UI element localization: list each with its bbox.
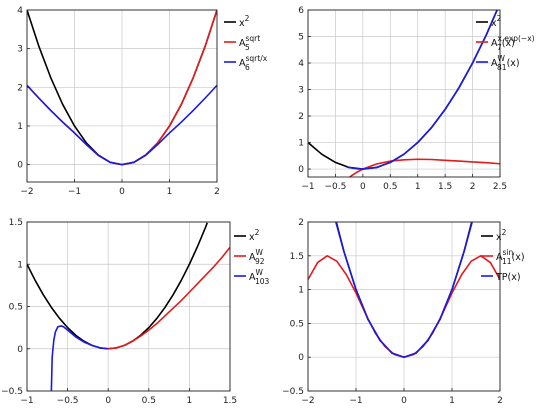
legend: x2 Asqrt 5 Asqrt/x 6: [224, 14, 268, 72]
x-tick-label: 0: [119, 187, 125, 197]
legend-entry-2: Ax.exp(−x) 7(x): [491, 34, 535, 52]
x-tick-label: −2: [20, 187, 33, 197]
y-tick-label: 1.5: [290, 252, 304, 262]
y-tick-label: 0.5: [9, 303, 23, 313]
x-tick-label: −0.5: [324, 182, 346, 192]
series-line-3: [346, 10, 498, 170]
series-line-2: [348, 158, 500, 177]
x-tick-label: 1: [449, 396, 455, 406]
x-tick-label: 2: [497, 396, 503, 406]
y-tick-label: −0.5: [1, 387, 23, 397]
y-tick-label: 0: [17, 161, 23, 171]
legend-entry-2: AW 92: [249, 248, 265, 266]
y-tick-label: 2: [298, 218, 304, 228]
legend-entry-3: Asqrt/x 6: [239, 54, 268, 72]
series-line-3: [50, 325, 109, 391]
chart-panel-4: −2 −1 0 1 2 −0.5 0 0.5 1 1.5 2 x2 Asin 11(x) TP(x): [282, 218, 524, 406]
y-tick-label: 0: [17, 345, 23, 355]
series-line-3: [335, 222, 473, 359]
x-tick-label: 1.5: [438, 182, 452, 192]
x-tick-label: 2.5: [493, 182, 507, 192]
x-tick-label: 1: [415, 182, 421, 192]
x-tick-label: −1: [349, 396, 362, 406]
x-tick-label: 0: [401, 396, 407, 406]
legend: x2 Ax.exp(−x) 7(x) AW 81(x): [476, 14, 535, 72]
legend-entry-2: Asin 11(x): [496, 248, 525, 266]
y-tick-label: 2: [17, 83, 23, 93]
y-tick-label: 5: [298, 33, 304, 43]
y-tick-label: 4: [17, 6, 23, 16]
x-tick-label: 0: [105, 396, 111, 406]
x-tick-label: 1: [167, 187, 173, 197]
y-tick-label: 6: [298, 6, 304, 16]
chart-panel-2: −1 −0.5 0 0.5 1 1.5 2 2.5 0 1 2 3 4 5 6 x2 Ax.exp(−x) 7(x…: [298, 6, 535, 192]
y-tick-label: 0: [298, 165, 304, 175]
series-line-3: [27, 84, 217, 166]
legend: x2 AW 92 AW 103: [234, 228, 270, 286]
series-line-1: [308, 10, 498, 170]
y-tick-label: 1: [17, 122, 23, 132]
series-line-1: [27, 222, 209, 350]
x-tick-label: 0: [360, 182, 366, 192]
y-tick-label: 1.5: [9, 218, 23, 228]
y-tick-label: −0.5: [282, 387, 304, 397]
y-tick-label: 3: [298, 86, 304, 96]
legend-entry-3: AW 81(x): [491, 54, 520, 72]
y-tick-label: 3: [17, 45, 23, 55]
legend-entry-1: x2: [249, 228, 260, 243]
y-tick-label: 0: [298, 353, 304, 363]
legend-entry-1: x2: [491, 14, 502, 29]
y-tick-label: 0.5: [290, 319, 304, 329]
legend-entry-3: AW 103: [249, 268, 270, 286]
chart-panel-1: −2 −1 0 1 2 0 1 2 3 4 x2 Asqrt 5 Asqrt/x 6: [17, 6, 267, 197]
x-tick-label: −1: [20, 396, 33, 406]
y-tick-label: 1: [298, 139, 304, 149]
x-tick-label: 2: [470, 182, 476, 192]
x-tick-label: −1: [301, 182, 314, 192]
plot-frame: [307, 9, 501, 178]
x-tick-label: 0.5: [142, 396, 156, 406]
legend-entry-1: x2: [239, 14, 250, 29]
series-line-2: [108, 246, 230, 350]
y-tick-label: 1: [298, 286, 304, 296]
legend-entry-3: TP(x): [495, 272, 521, 283]
legend-entry-1: x2: [496, 228, 507, 243]
x-tick-label: 1: [187, 396, 193, 406]
x-tick-label: −0.5: [57, 396, 79, 406]
y-tick-label: 1: [17, 260, 23, 270]
legend-entry-2: Asqrt 5: [239, 34, 260, 52]
x-tick-label: 2: [214, 187, 220, 197]
legend: x2 Asin 11(x) TP(x): [481, 228, 525, 283]
x-tick-label: 1.5: [223, 396, 237, 406]
x-tick-label: −2: [301, 396, 314, 406]
y-tick-label: 4: [298, 59, 304, 69]
x-tick-label: 0.5: [383, 182, 397, 192]
y-tick-label: 2: [298, 112, 304, 122]
x-tick-label: −1: [68, 187, 81, 197]
